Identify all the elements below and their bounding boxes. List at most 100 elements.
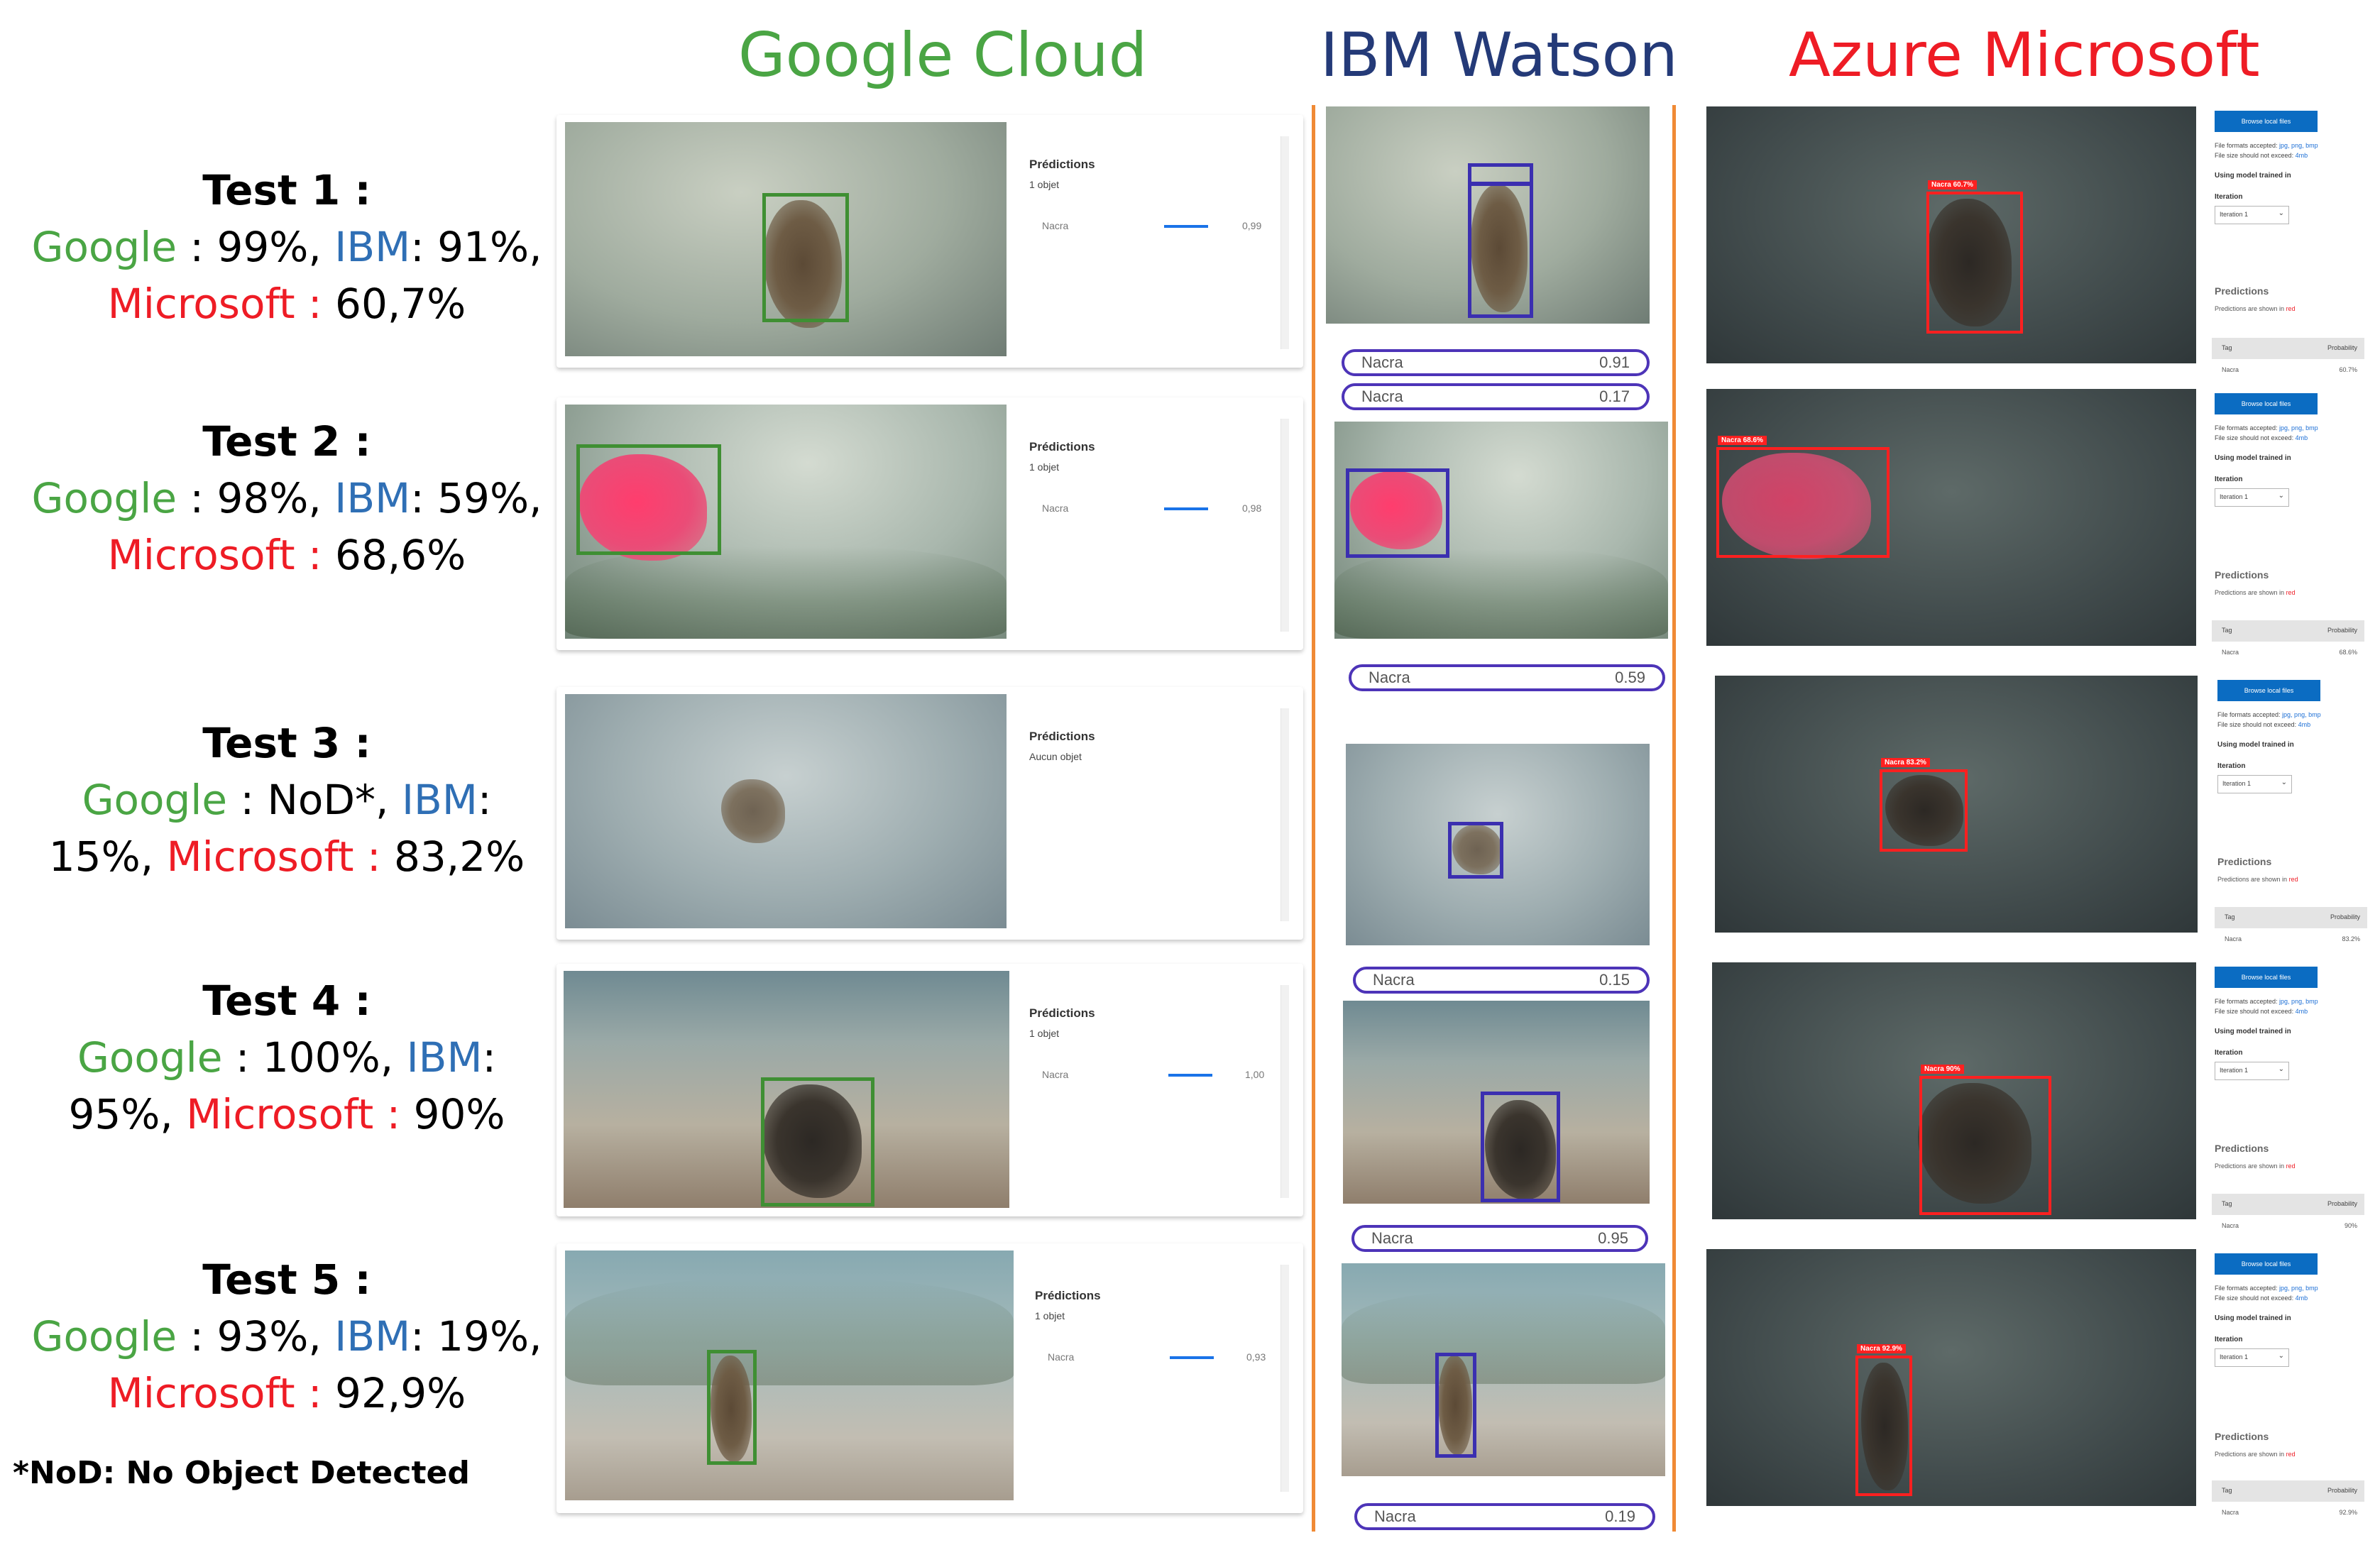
formats-line: File formats accepted: jpg, png, bmp bbox=[2215, 998, 2318, 1005]
google-cloud-title: Google Cloud bbox=[738, 20, 1148, 91]
predictions-heading: Predictions bbox=[2215, 285, 2269, 297]
iteration-label: Iteration bbox=[2215, 1049, 2243, 1057]
predictions-heading: Prédictions bbox=[1029, 440, 1095, 454]
table-row: Nacra 68.6% bbox=[2222, 649, 2357, 656]
microsoft-label: Microsoft : bbox=[186, 1090, 401, 1138]
test-title: Test 1 : bbox=[202, 166, 371, 214]
underwater-photo bbox=[565, 1251, 1014, 1500]
detection-tag: Nacra 90% bbox=[1921, 1065, 1964, 1074]
size-line: File size should not exceed: 4mb bbox=[2215, 434, 2308, 441]
ibm-photo bbox=[1343, 1001, 1650, 1204]
ibm-photo bbox=[1342, 1263, 1665, 1476]
ibm-confidence-pill: Nacra 0.91 bbox=[1342, 349, 1650, 376]
ibm-score-cont: 95%, bbox=[68, 1090, 187, 1138]
iteration-select[interactable]: Iteration 1 ⌄ bbox=[2215, 488, 2289, 507]
detection-box bbox=[1880, 769, 1968, 852]
pinna-shell bbox=[1452, 825, 1502, 874]
pinna-shell bbox=[762, 1084, 862, 1198]
test-title: Test 2 : bbox=[202, 417, 371, 466]
browse-files-button[interactable]: Browse local files bbox=[2215, 967, 2318, 988]
google-label: Google bbox=[77, 1033, 223, 1082]
model-label: Using model trained in bbox=[2215, 1028, 2291, 1035]
scrollbar[interactable] bbox=[1281, 708, 1289, 921]
model-label: Using model trained in bbox=[2215, 172, 2291, 180]
detection-box bbox=[762, 193, 849, 322]
pink-object bbox=[1350, 471, 1442, 549]
google-score: : 100%, bbox=[222, 1033, 407, 1082]
ibm-confidence-pill: Nacra 0.59 bbox=[1349, 664, 1665, 691]
ibm-photo bbox=[1346, 744, 1650, 945]
ibm-score: : 91%, bbox=[410, 223, 542, 271]
prediction-label: Nacra bbox=[1042, 1069, 1069, 1080]
table-row: Nacra 90% bbox=[2222, 1222, 2357, 1229]
model-label: Using model trained in bbox=[2215, 454, 2291, 462]
microsoft-label: Microsoft : bbox=[107, 531, 322, 579]
azure-sidebar: Browse local files File formats accepted… bbox=[2208, 1249, 2367, 1533]
table-header: Tag Probability bbox=[2212, 1194, 2364, 1215]
chevron-down-icon: ⌄ bbox=[2278, 492, 2284, 500]
value: 0.15 bbox=[1599, 971, 1630, 989]
iteration-select[interactable]: Iteration 1 ⌄ bbox=[2215, 1062, 2289, 1080]
microsoft-label: Microsoft : bbox=[166, 832, 381, 881]
ibm-label: IBM bbox=[401, 776, 478, 824]
seagrass bbox=[565, 1279, 1014, 1385]
formats-line: File formats accepted: jpg, png, bmp bbox=[2215, 424, 2318, 432]
iteration-select[interactable]: Iteration 1 ⌄ bbox=[2215, 206, 2289, 224]
browse-files-button[interactable]: Browse local files bbox=[2217, 680, 2320, 701]
pinna-shell bbox=[1918, 1083, 2031, 1204]
test-1-summary: Test 1 : Google : 99%, IBM: 91%, Microso… bbox=[17, 162, 556, 332]
confidence-bar bbox=[1164, 225, 1208, 228]
pink-object bbox=[1722, 453, 1871, 559]
formats-line: File formats accepted: jpg, png, bmp bbox=[2215, 1285, 2318, 1292]
pinna-shell bbox=[1471, 185, 1528, 312]
google-label: Google bbox=[31, 474, 177, 522]
seagrass bbox=[1342, 1292, 1665, 1384]
pinna-shell bbox=[1438, 1356, 1472, 1455]
value: 0.91 bbox=[1599, 353, 1630, 371]
scrollbar[interactable] bbox=[1281, 1265, 1289, 1492]
iteration-select[interactable]: Iteration 1 ⌄ bbox=[2215, 1348, 2289, 1367]
table-row: Nacra 92.9% bbox=[2222, 1509, 2357, 1516]
detection-box bbox=[1346, 468, 1449, 558]
scrollbar[interactable] bbox=[1281, 419, 1289, 632]
browse-files-button[interactable]: Browse local files bbox=[2215, 1253, 2318, 1275]
google-score: : 99%, bbox=[177, 223, 335, 271]
underwater-photo bbox=[565, 694, 1007, 928]
test-title: Test 4 : bbox=[202, 977, 371, 1025]
chevron-down-icon: ⌄ bbox=[2278, 1352, 2284, 1360]
seagrass bbox=[1334, 549, 1668, 639]
table-header: Tag Probability bbox=[2212, 620, 2364, 642]
scrollbar[interactable] bbox=[1281, 985, 1289, 1198]
detection-box bbox=[1435, 1353, 1476, 1458]
size-line: File size should not exceed: 4mb bbox=[2215, 152, 2308, 159]
label: Nacra bbox=[1371, 1229, 1413, 1247]
iteration-select[interactable]: Iteration 1 ⌄ bbox=[2217, 775, 2292, 793]
browse-files-button[interactable]: Browse local files bbox=[2215, 111, 2318, 132]
seagrass bbox=[565, 546, 1007, 639]
confidence-value: 0,99 bbox=[1242, 220, 1262, 231]
detection-box bbox=[707, 1350, 757, 1465]
value: 0.17 bbox=[1599, 388, 1630, 405]
predictions-heading: Prédictions bbox=[1029, 1006, 1095, 1020]
table-header: Tag Probability bbox=[2212, 338, 2364, 359]
google-label: Google bbox=[31, 1312, 177, 1361]
chevron-down-icon: ⌄ bbox=[2278, 209, 2284, 217]
browse-files-button[interactable]: Browse local files bbox=[2215, 393, 2318, 414]
ibm-label: IBM bbox=[334, 1312, 411, 1361]
predictions-heading: Predictions bbox=[2215, 569, 2269, 581]
google-result-panel: Prédictions 1 objet Nacra 0,98 bbox=[556, 397, 1303, 650]
predictions-heading: Predictions bbox=[2215, 1143, 2269, 1154]
microsoft-label: Microsoft : bbox=[107, 280, 322, 328]
ibm-label: IBM bbox=[406, 1033, 483, 1082]
ibm-label: IBM bbox=[334, 223, 411, 271]
object-count: Aucun objet bbox=[1029, 751, 1082, 762]
formats-line: File formats accepted: jpg, png, bmp bbox=[2217, 711, 2321, 718]
scrollbar[interactable] bbox=[1281, 136, 1289, 349]
predictions-note: Predictions are shown in red bbox=[2215, 589, 2296, 596]
microsoft-score: 60,7% bbox=[322, 280, 466, 328]
value: 0.95 bbox=[1598, 1229, 1628, 1247]
ibm-confidence-pill: Nacra 0.15 bbox=[1353, 967, 1650, 994]
table-row: Nacra 83.2% bbox=[2225, 935, 2360, 942]
confidence-value: 0,93 bbox=[1246, 1351, 1266, 1363]
size-line: File size should not exceed: 4mb bbox=[2215, 1008, 2308, 1015]
